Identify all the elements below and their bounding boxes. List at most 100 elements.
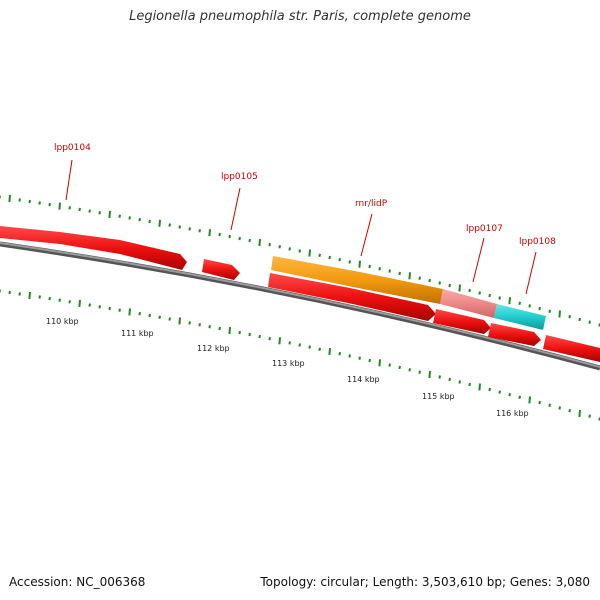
- gene-rev-2[interactable]: [433, 309, 491, 334]
- inner-ring-minor-tick: [98, 305, 101, 309]
- outer-ring-minor-tick: [478, 291, 481, 295]
- outer-ring-minor-tick: [128, 216, 131, 220]
- outer-ring-minor-tick: [198, 229, 201, 233]
- outer-ring-minor-tick: [578, 317, 581, 322]
- outer-ring-major-tick: [358, 260, 361, 268]
- outer-ring-minor-tick: [438, 281, 441, 285]
- outer-ring-major-tick: [158, 219, 161, 227]
- gene-rev-1[interactable]: [268, 273, 436, 321]
- label-lpp0107: lpp0107: [466, 224, 503, 234]
- inner-ring-minor-tick: [118, 308, 121, 312]
- topology-info: Topology: circular; Length: 3,503,610 bp…: [260, 575, 590, 589]
- outer-ring-major-tick: [108, 210, 111, 219]
- inner-ring-minor-tick: [188, 321, 191, 325]
- gene-lpp0105[interactable]: [202, 259, 240, 280]
- inner-ring-minor-tick: [288, 341, 291, 345]
- outer-ring-major-tick: [508, 297, 511, 305]
- label-lpp0104: lpp0104: [54, 143, 91, 153]
- outer-ring-minor-tick: [68, 206, 71, 210]
- inner-ring-minor-tick: [108, 306, 111, 311]
- gene-rev-4[interactable]: [543, 335, 600, 362]
- outer-ring-minor-tick: [398, 271, 401, 276]
- outer-ring-minor-tick: [168, 223, 171, 227]
- gene-lpp0104[interactable]: [0, 226, 187, 270]
- outer-ring-minor-tick: [548, 309, 551, 313]
- outer-ring-minor-tick: [248, 238, 251, 243]
- gene-rev-3[interactable]: [488, 323, 541, 346]
- inner-ring-minor-tick: [388, 363, 391, 367]
- inner-ring-minor-tick: [558, 406, 561, 410]
- inner-ring-minor-tick: [398, 365, 401, 370]
- outer-ring-minor-tick: [228, 234, 231, 239]
- outer-ring-minor-tick: [428, 278, 431, 283]
- outer-ring-major-tick: [8, 194, 11, 203]
- outer-ring-major-tick: [408, 272, 411, 280]
- outer-ring-minor-tick: [328, 255, 331, 260]
- inner-ring-minor-tick: [208, 325, 211, 329]
- inner-ring-major-tick: [378, 359, 381, 367]
- inner-ring-minor-tick: [258, 334, 261, 339]
- inner-ring-major-tick: [78, 299, 81, 307]
- outer-ring-minor-tick: [98, 211, 101, 215]
- inner-ring-minor-tick: [548, 403, 551, 407]
- outer-ring-minor-tick: [38, 201, 41, 205]
- inner-ring-minor-tick: [348, 354, 351, 358]
- outer-ring-minor-tick: [78, 207, 81, 212]
- inner-ring-minor-tick: [538, 400, 541, 405]
- outer-ring-minor-tick: [538, 306, 541, 311]
- inner-ring-major-tick: [528, 396, 531, 404]
- inner-ring-major-tick: [178, 317, 181, 325]
- pointer-lpp0107: [472, 237, 485, 283]
- outer-ring-minor-tick: [448, 283, 451, 288]
- inner-ring-minor-tick: [88, 303, 91, 307]
- accession-text: Accession: NC_006368: [9, 575, 146, 589]
- inner-ring-major-tick: [328, 347, 331, 356]
- inner-tick-ring: [0, 289, 600, 421]
- inner-ring-minor-tick: [168, 317, 171, 321]
- pointer-lpp0105: [230, 187, 241, 231]
- outer-ring-minor-tick: [368, 264, 371, 269]
- outer-ring-minor-tick: [518, 301, 521, 305]
- genome-backbone-highlight: [0, 242, 600, 368]
- outer-ring-minor-tick: [18, 198, 21, 202]
- inner-ring-major-tick: [578, 409, 581, 417]
- outer-ring-major-tick: [308, 249, 311, 257]
- outer-ring-major-tick: [208, 229, 211, 237]
- scale-label-112: 112 kbp: [197, 344, 230, 353]
- outer-ring-minor-tick: [388, 269, 391, 273]
- inner-ring-minor-tick: [448, 377, 451, 382]
- outer-ring-minor-tick: [48, 202, 51, 207]
- inner-ring-minor-tick: [408, 368, 411, 372]
- inner-ring-minor-tick: [358, 356, 361, 360]
- inner-ring-minor-tick: [218, 326, 221, 331]
- gene-rnr-lidP[interactable]: [271, 256, 443, 304]
- inner-ring-major-tick: [478, 383, 481, 391]
- outer-tick-ring: [0, 194, 600, 327]
- gene-lpp0107[interactable]: [440, 289, 497, 318]
- outer-ring-minor-tick: [588, 320, 591, 324]
- inner-ring-minor-tick: [298, 343, 301, 347]
- outer-ring-minor-tick: [28, 199, 31, 204]
- inner-ring-minor-tick: [18, 292, 21, 296]
- outer-ring-major-tick: [458, 284, 461, 292]
- outer-ring-major-tick: [558, 310, 561, 318]
- inner-ring-minor-tick: [468, 382, 471, 387]
- inner-ring-major-tick: [28, 291, 31, 300]
- inner-ring-minor-tick: [568, 409, 571, 413]
- pointer-lpp0108: [525, 251, 537, 295]
- outer-ring-minor-tick: [488, 293, 491, 298]
- scale-label-116: 116 kbp: [496, 409, 529, 418]
- inner-ring-minor-tick: [8, 290, 11, 295]
- inner-ring-minor-tick: [58, 298, 61, 302]
- gene-lpp0108[interactable]: [494, 304, 546, 330]
- inner-ring-minor-tick: [148, 313, 151, 318]
- outer-ring-minor-tick: [528, 304, 531, 308]
- scale-label-111: 111 kbp: [121, 329, 154, 338]
- outer-ring-minor-tick: [378, 267, 381, 271]
- inner-ring-major-tick: [428, 371, 431, 379]
- inner-ring-minor-tick: [238, 330, 241, 335]
- outer-ring-minor-tick: [88, 209, 91, 213]
- scale-label-115: 115 kbp: [422, 392, 455, 401]
- inner-ring-minor-tick: [418, 370, 421, 374]
